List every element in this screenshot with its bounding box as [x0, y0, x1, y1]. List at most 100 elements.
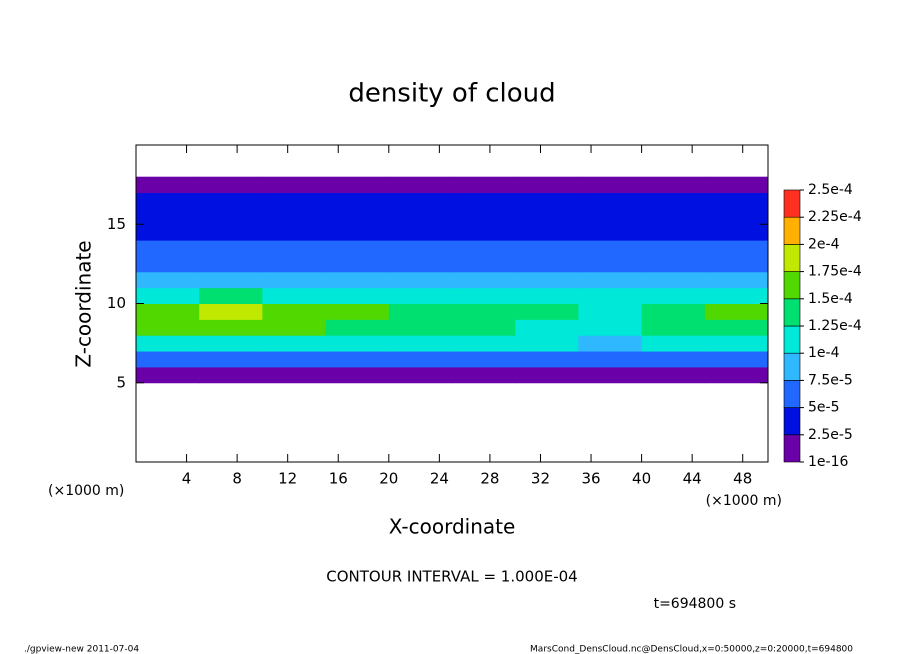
contour-cell — [641, 240, 706, 257]
contour-cell — [262, 255, 327, 273]
contour-cell — [199, 161, 263, 177]
contour-cell — [704, 208, 769, 225]
contour-cell — [325, 303, 390, 320]
x-tick-label: 8 — [232, 470, 242, 488]
contour-cell — [326, 161, 390, 177]
colorbar-bin — [783, 352, 801, 381]
contour-cell — [578, 335, 643, 352]
contour-cell — [262, 224, 327, 241]
contour-cell — [199, 224, 263, 241]
contour-cell — [136, 351, 200, 368]
contour-cell — [452, 208, 516, 225]
colorbar-label: 1.75e-4 — [808, 264, 862, 280]
contour-cell — [704, 176, 769, 194]
contour-cell — [452, 176, 516, 194]
contour-cell — [136, 319, 200, 336]
colorbar-label: 2.5e-4 — [808, 182, 853, 198]
contour-cell — [515, 240, 579, 257]
colorbar-label: 1.25e-4 — [808, 318, 862, 334]
contour-cell — [262, 161, 326, 177]
x-tick-label: 12 — [278, 470, 297, 488]
contour-cell — [705, 383, 769, 399]
contour-cell — [326, 383, 390, 399]
contour-cell — [325, 224, 390, 241]
contour-cell — [515, 287, 579, 304]
contour-cell — [642, 383, 706, 399]
contour-cell — [515, 224, 579, 241]
contour-cell — [578, 192, 643, 209]
contour-cell — [388, 271, 453, 289]
contour-cell — [515, 176, 579, 194]
contour-cell — [262, 192, 327, 209]
contour-cell — [388, 366, 453, 384]
colorbar-bin — [783, 244, 801, 272]
contour-cell — [452, 383, 516, 399]
contour-cell — [262, 303, 327, 320]
contour-cell — [641, 255, 706, 273]
colorbar-bin — [783, 380, 801, 408]
colorbar-bin — [783, 407, 801, 436]
footer: MarsCond_DensCloud.nc@DensCloud,x=0:5000… — [530, 645, 853, 654]
contour-cell — [136, 208, 200, 225]
contour-cell — [452, 161, 516, 177]
x-tick-label: 20 — [379, 470, 398, 488]
x-tick-label: 24 — [430, 470, 449, 488]
colorbar-bin — [783, 325, 801, 354]
contour-cell — [452, 351, 516, 368]
contour-cell — [452, 255, 516, 273]
colorbar-label: 1e-4 — [808, 345, 840, 361]
chart-title: density of cloud — [348, 79, 555, 109]
contour-cell — [578, 271, 643, 289]
contour-cell — [641, 319, 706, 336]
contour-cell — [388, 303, 453, 320]
contour-cell — [199, 208, 263, 225]
contour-cell — [578, 224, 643, 241]
contour-cell — [199, 366, 263, 384]
contour-cell — [325, 176, 390, 194]
contour-cell — [199, 271, 263, 289]
contour-cell — [452, 192, 516, 209]
colorbar-bin — [783, 434, 801, 463]
contour-cell — [388, 224, 453, 241]
contour-cell — [452, 366, 516, 384]
contour-cell — [388, 351, 453, 368]
contour-cell — [704, 255, 769, 273]
contour-cell — [704, 192, 769, 209]
contour-cell — [262, 287, 327, 304]
contour-cell — [641, 287, 706, 304]
contour-cell — [388, 192, 453, 209]
contour-cell — [515, 192, 579, 209]
footer: ./gpview-new 2011-07-04 — [24, 645, 139, 654]
y-tick-label: 15 — [107, 215, 126, 233]
contour-cell — [515, 271, 579, 289]
contour-cell — [325, 366, 390, 384]
contour-cell — [325, 351, 390, 368]
contour-cell — [704, 224, 769, 241]
contour-cell — [388, 319, 453, 336]
contour-cell — [578, 383, 642, 399]
colorbar-bin — [783, 271, 801, 300]
contour-cell — [262, 351, 327, 368]
x-tick-label: 28 — [480, 470, 499, 488]
colorbar-bin — [783, 298, 801, 327]
contour-cell — [704, 303, 769, 320]
contour-cell — [578, 240, 643, 257]
time-label: t=694800 s — [654, 596, 736, 612]
contour-cell — [704, 335, 769, 352]
contour-cell — [578, 176, 643, 194]
contour-cell — [199, 319, 263, 336]
contour-cell — [199, 351, 263, 368]
contour-cell — [704, 319, 769, 336]
contour-cell — [578, 255, 643, 273]
contour-cell — [199, 335, 263, 352]
contour-cell — [325, 208, 390, 225]
contour-cell — [136, 161, 200, 177]
contour-cell — [136, 366, 200, 384]
contour-cell — [199, 383, 263, 399]
x-tick-label: 36 — [581, 470, 600, 488]
contour-cell — [388, 255, 453, 273]
contour-cell — [136, 383, 200, 399]
contour-cell — [136, 335, 200, 352]
contour-cell — [515, 161, 579, 177]
